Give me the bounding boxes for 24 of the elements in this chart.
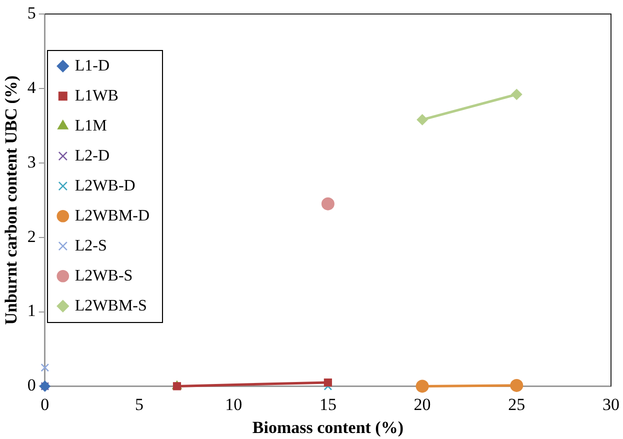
legend-label: L2-D <box>74 147 110 164</box>
legend-label: L1M <box>74 117 107 134</box>
x-tick-label: 10 <box>225 394 242 414</box>
y-tick-label: 4 <box>27 78 36 97</box>
legend-label: L2WBM-S <box>74 297 147 314</box>
y-tick-label: 1 <box>27 301 36 320</box>
x-tick-label: 5 <box>135 394 144 414</box>
x-tick-label: 15 <box>319 394 336 414</box>
y-tick-label: 3 <box>27 152 36 172</box>
x-tick-label: 25 <box>508 394 526 414</box>
legend-label: L2WB-D <box>74 177 136 194</box>
legend-label: L2-S <box>74 237 107 254</box>
y-axis-title: Unburnt carbon content UBC (%) <box>2 75 21 325</box>
x-tick-label: 0 <box>40 394 50 414</box>
legend-label: L2WB-S <box>74 267 133 284</box>
legend-label: L1WB <box>74 87 118 104</box>
legend-label: L1-D <box>74 57 110 74</box>
y-tick-label: 5 <box>27 3 36 22</box>
x-axis-title: Biomass content (%) <box>252 418 404 438</box>
y-tick-label: 0 <box>27 376 36 395</box>
x-tick-label: 20 <box>414 394 431 414</box>
y-tick-label: 2 <box>27 226 36 246</box>
x-tick-label: 30 <box>602 394 620 414</box>
legend-label: L2WBM-D <box>74 207 150 224</box>
